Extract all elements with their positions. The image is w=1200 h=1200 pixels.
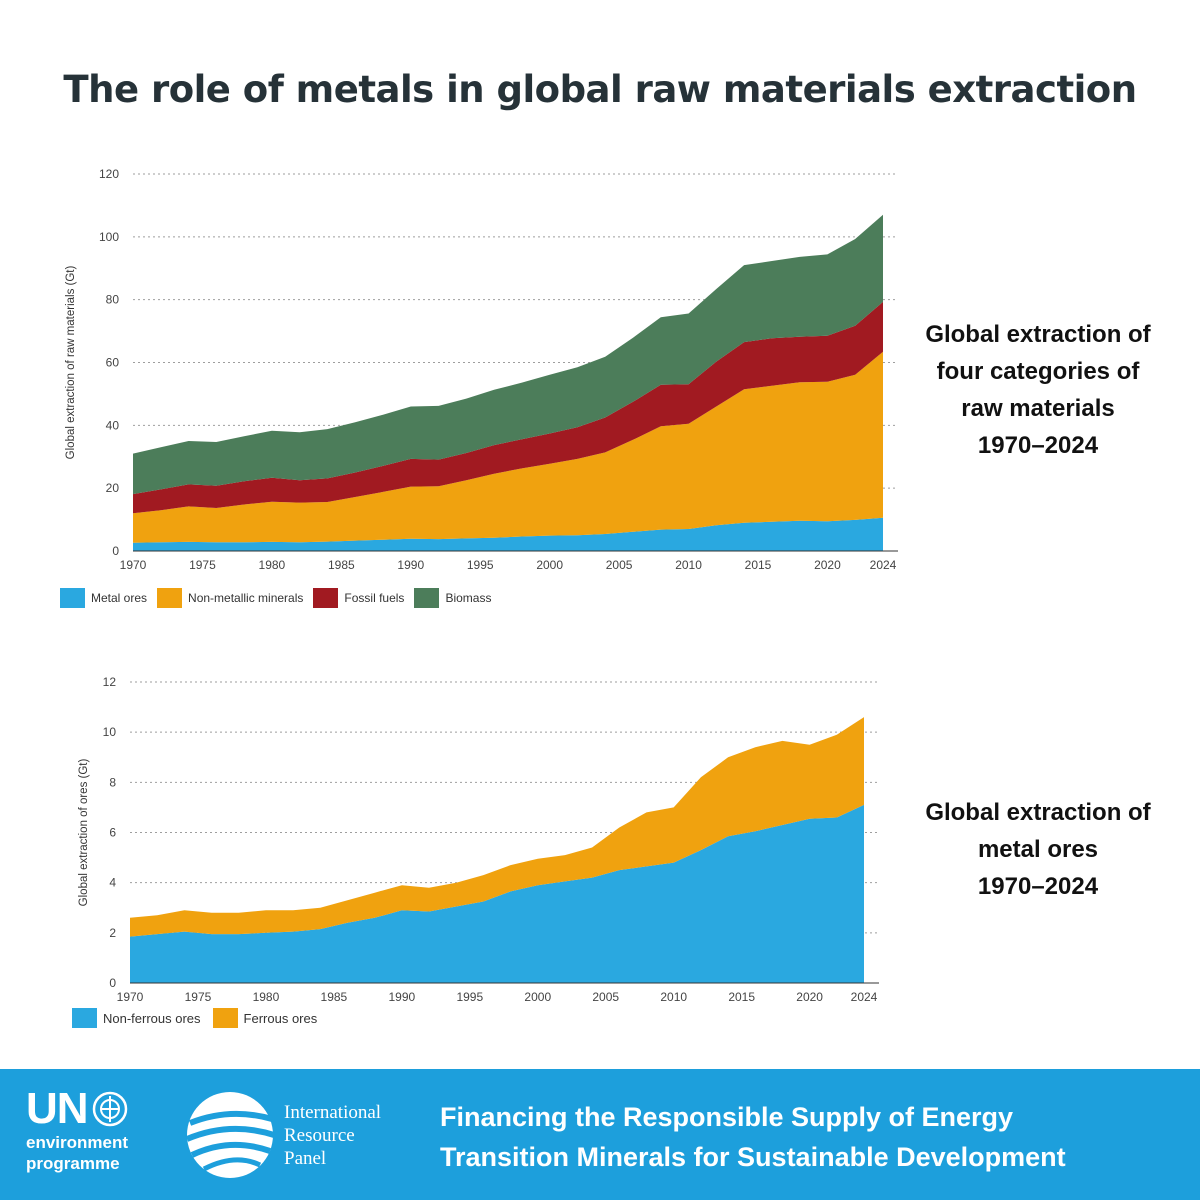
x-tick-label: 2005 [606,558,633,572]
metal-ores-legend: Non-ferrous ores Ferrous ores [72,1008,329,1028]
x-tick-label: 2015 [745,558,772,572]
x-tick-label: 2010 [675,558,702,572]
caption-line: metal ores [977,836,1099,863]
x-tick-label: 2015 [728,990,755,1004]
legend-swatch [313,588,339,608]
y-tick-label: 0 [112,544,119,558]
y-tick-label: 10 [103,725,117,739]
legend-label: Non-ferrous ores [103,1010,201,1026]
legend-label: Biomass [445,591,492,605]
area-series-non-ferrous-ores [130,804,864,983]
legend-swatch [157,588,183,608]
un-label: UN [26,1084,89,1133]
raw-materials-caption: Global extraction of four categories of … [893,316,1183,464]
x-tick-label: 1980 [253,990,280,1004]
y-tick-label: 40 [106,418,120,432]
irp-line-1: International [284,1102,382,1123]
x-tick-label: 2000 [536,558,563,572]
x-tick-label: 2020 [796,990,823,1004]
x-tick-label: 1980 [259,558,286,572]
legend-label: Fossil fuels [344,591,405,605]
legend-item: Non-ferrous ores [72,1008,201,1028]
legend-item: Metal ores [60,588,147,608]
y-tick-label: 12 [103,675,117,689]
raw-materials-area-chart: 0 20 40 60 80 100 120 1970 1975 1980 1985 1990 1995 2… [65,167,898,572]
caption-line: Global extraction of [925,799,1151,826]
report-title-line-1: Financing the Responsible Supply of Ener… [440,1102,1014,1132]
x-tick-label: 2024 [851,990,878,1004]
legend-swatch [60,588,85,608]
legend-swatch [72,1008,97,1028]
x-tick-label: 1970 [117,990,144,1004]
area-series-non-metallic-minerals [133,351,883,543]
x-tick-label: 2020 [814,558,841,572]
caption-line: 1970–2024 [977,873,1099,900]
y-tick-label: 6 [109,826,116,840]
metal-ores-caption: Global extraction of metal ores 1970–202… [893,794,1183,905]
y-tick-label: 80 [106,293,120,307]
footer-banner: UN environment programme International R… [0,1069,1200,1200]
x-tick-label: 2010 [660,990,687,1004]
x-tick-label: 2000 [524,990,551,1004]
legend-label: Metal ores [91,591,148,605]
legend-item: Biomass [414,588,491,608]
un-emblem-icon [92,1091,127,1127]
area-series-ferrous-ores [130,717,864,937]
y-tick-label: 2 [109,926,116,940]
legend-label: Ferrous ores [243,1010,318,1026]
x-tick-label: 2005 [592,990,619,1004]
caption-line: Global extraction of [925,321,1151,348]
legend-item: Non-metallic minerals [157,588,303,608]
y-tick-label: 8 [109,775,116,789]
x-tick-label: 1975 [185,990,212,1004]
irp-line-2: Resource [284,1125,355,1146]
metal-ores-area-chart: 0 2 4 6 8 10 12 1970 1975 1980 1985 1990 1995 2000 200… [78,675,879,1004]
legend-item: Fossil fuels [313,588,404,608]
caption-line: four categories of [936,358,1140,385]
caption-line: raw materials [961,395,1115,422]
x-tick-label: 1975 [189,558,216,572]
y-axis-label: Global extraction of ores (Gt) [78,759,90,907]
x-tick-label: 1985 [328,558,355,572]
y-tick-label: 0 [109,976,116,990]
x-tick-label: 1995 [467,558,494,572]
x-tick-label: 1985 [321,990,348,1004]
un-environment-logo: UN environment programme [26,1084,129,1174]
y-tick-label: 120 [99,167,119,181]
legend-label: Non-metallic minerals [188,591,304,605]
irp-line-3: Panel [284,1148,327,1169]
env-line-1: environment [26,1133,129,1152]
raw-materials-legend: Metal ores Non-metallic minerals Fossil fu… [60,588,501,608]
x-tick-label: 1970 [120,558,147,572]
x-tick-label: 1990 [389,990,416,1004]
area-series-metal-ores [133,517,883,551]
x-tick-label: 2024 [870,558,897,572]
legend-swatch [212,1008,238,1028]
y-axis-label: Global extraction of raw materials (Gt) [65,266,77,460]
irp-globe-icon [185,1092,275,1178]
env-line-2: programme [26,1154,120,1173]
legend-swatch [414,588,440,608]
y-tick-label: 20 [106,481,120,495]
page-title: The role of metals in global raw materia… [63,68,1137,111]
x-tick-label: 1995 [456,990,483,1004]
irp-wordmark: International Resource Panel [284,1101,381,1170]
area-series-fossil-fuels [133,301,883,514]
y-tick-label: 4 [109,876,116,890]
area-series-biomass [133,214,883,495]
y-tick-label: 100 [99,230,119,244]
x-tick-label: 1990 [397,558,424,572]
report-title: Financing the Responsible Supply of Ener… [440,1097,1066,1177]
report-title-line-2: Transition Minerals for Sustainable Deve… [440,1142,1066,1172]
y-tick-label: 60 [106,356,120,370]
caption-line: 1970–2024 [977,432,1099,459]
legend-item: Ferrous ores [212,1008,318,1028]
